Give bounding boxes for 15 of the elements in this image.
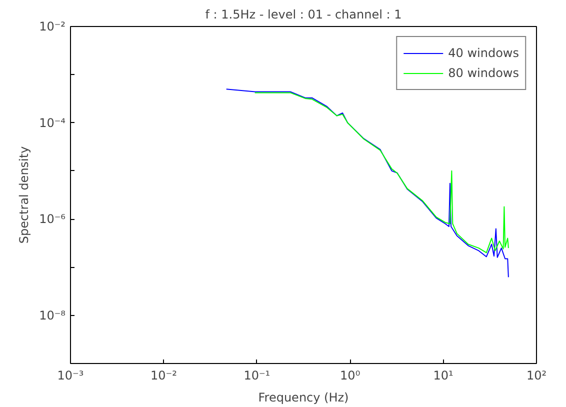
x-tick-label: 10⁻² [150,368,178,382]
y-tick-label: 10⁻² [39,20,66,34]
legend-label: 40 windows [448,46,519,60]
x-tick-label: 10⁰ [340,368,360,382]
x-axis-title: Frequency (Hz) [258,390,349,404]
y-tick-label: 10⁻⁶ [39,212,66,226]
x-tick-label: 10² [526,368,547,382]
legend-label: 80 windows [448,66,519,80]
x-tick-label: 10⁻³ [57,368,84,382]
y-axis-title: Spectral density [17,146,32,244]
chart-title: f : 1.5Hz - level : 01 - channel : 1 [205,8,402,22]
x-tick-label: 10¹ [433,368,454,382]
y-tick-label: 10⁻⁸ [39,308,66,322]
x-tick-label: 10⁻¹ [244,368,270,382]
y-tick-label: 10⁻⁴ [39,116,66,130]
